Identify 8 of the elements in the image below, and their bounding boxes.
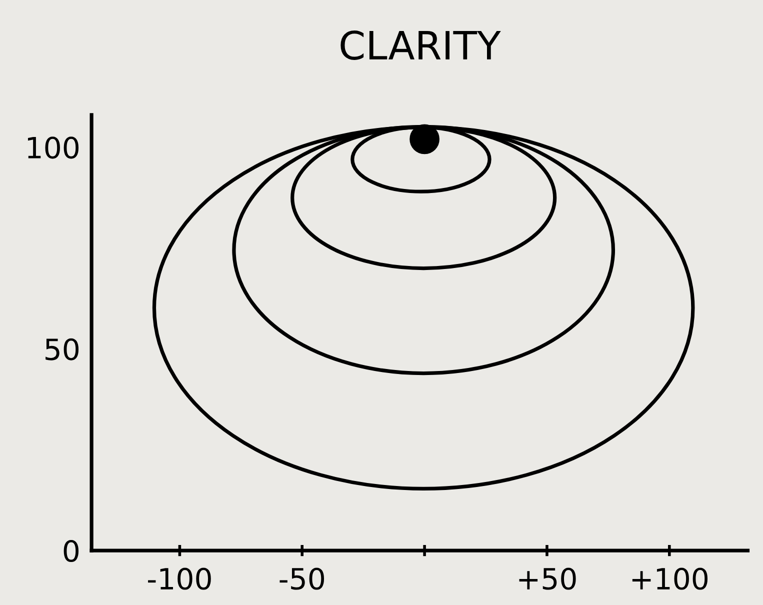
y-tick-label: 0: [64, 540, 79, 562]
x-tick-label: -100: [148, 568, 211, 590]
chart-title: CLARITY: [340, 30, 501, 60]
y-tick-label: 100: [28, 136, 79, 159]
x-tick-label: +50: [519, 568, 576, 590]
y-tick-label: 50: [46, 338, 79, 360]
x-tick-label: +100: [632, 568, 708, 590]
x-tick-label: -50: [280, 568, 324, 590]
